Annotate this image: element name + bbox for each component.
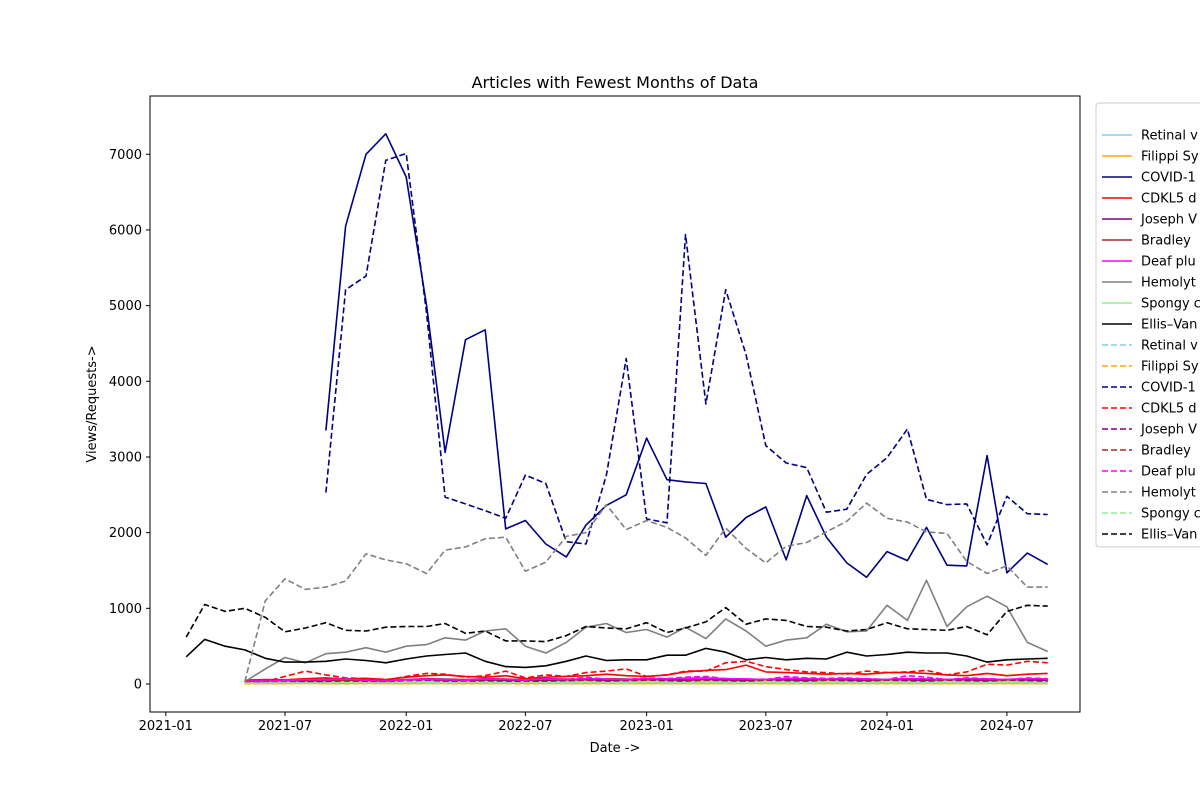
legend-label: Hemolyt	[1141, 486, 1196, 501]
y-tick-label: 0	[134, 678, 142, 693]
chart-title: Articles with Fewest Months of Data	[472, 73, 759, 92]
y-tick-label: 6000	[109, 223, 142, 238]
y-tick-label: 5000	[109, 299, 142, 314]
legend-label: Hemolyt	[1141, 276, 1196, 291]
legend-label: Deaf plu	[1141, 465, 1196, 480]
series-line-17-dashed	[244, 502, 1048, 682]
x-tick-label: 2024-01	[860, 719, 914, 734]
y-axis: 0 1000 2000 3000 4000 5000 6000 7000	[109, 148, 150, 693]
legend-label: Ellis–Van	[1141, 528, 1197, 543]
y-tick-label: 1000	[109, 602, 142, 617]
series-line-12-dashed	[325, 152, 1048, 546]
legend-label: CDKL5 d	[1141, 192, 1197, 207]
legend-label: Bradley	[1141, 234, 1191, 249]
x-axis-label: Date ->	[590, 741, 641, 756]
x-tick-label: 2022-07	[498, 719, 552, 734]
legend-label: Filippi Sy	[1141, 360, 1199, 375]
series-line-13-dashed	[244, 660, 1048, 683]
legend-label: COVID-1	[1141, 171, 1196, 186]
legend-label: Ellis–Van	[1141, 318, 1197, 333]
series-line-18-dashed	[244, 681, 1048, 685]
x-tick-label: 2021-07	[258, 719, 312, 734]
x-axis: 2021-01 2021-07 2022-01 2022-07 2023-01 2023-…	[139, 712, 1034, 734]
series-line-7-solid	[244, 579, 1049, 683]
legend-label: CDKL5 d	[1141, 402, 1197, 417]
x-tick-label: 2023-07	[739, 719, 793, 734]
legend-label: Filippi Sy	[1141, 150, 1199, 165]
legend-label: Joseph V	[1140, 213, 1197, 228]
x-tick-label: 2023-01	[619, 719, 673, 734]
legend-label: Retinal v	[1141, 129, 1198, 144]
y-tick-label: 2000	[109, 526, 142, 541]
legend-label: Spongy c	[1141, 507, 1200, 522]
legend-label: Deaf plu	[1141, 255, 1196, 270]
series-line-2-solid	[325, 133, 1049, 579]
legend-label: Bradley	[1141, 444, 1191, 459]
x-tick-label: 2022-01	[379, 719, 433, 734]
series-lines	[185, 133, 1049, 685]
legend-box	[1095, 102, 1200, 548]
y-tick-label: 7000	[109, 148, 142, 163]
series-line-16-dashed	[244, 674, 1048, 683]
legend: Retinal v Filippi Sy COVID-1 CDKL5 d Joseph …	[1095, 102, 1200, 548]
x-tick-label: 2024-07	[980, 719, 1034, 734]
legend-label: Retinal v	[1141, 339, 1198, 354]
series-line-9-solid	[185, 638, 1048, 669]
y-tick-label: 3000	[109, 450, 142, 465]
legend-label: COVID-1	[1141, 381, 1196, 396]
legend-label: Spongy c	[1141, 297, 1200, 312]
x-tick-label: 2021-01	[139, 719, 193, 734]
series-line-15-dashed	[244, 678, 1048, 683]
plot-frame	[149, 95, 1081, 713]
y-axis-label: Views/Requests->	[85, 345, 100, 462]
y-tick-label: 4000	[109, 375, 142, 390]
legend-label: Joseph V	[1140, 423, 1197, 438]
series-line-19-dashed	[185, 603, 1048, 643]
